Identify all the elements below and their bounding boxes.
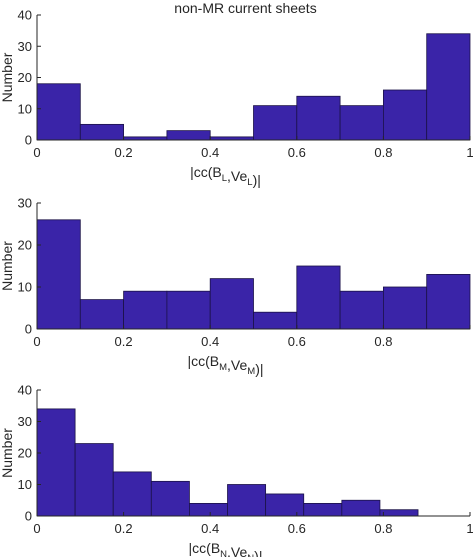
y-tick-label: 40 <box>18 8 32 23</box>
y-tick-label: 30 <box>18 414 32 429</box>
y-tick-label: 0 <box>25 509 32 524</box>
x-tick-label: 0.2 <box>115 334 133 349</box>
y-tick-label: 0 <box>25 322 32 337</box>
bar-3-9 <box>341 499 381 517</box>
bar-1-7 <box>296 95 341 141</box>
x-tick-label: 0.4 <box>201 145 219 160</box>
y-tick-label: 0 <box>25 133 32 148</box>
x-tick-label: 0.8 <box>374 145 392 160</box>
x-axis-label: |cc(BL,VeL)| <box>190 164 261 188</box>
bar-2-6 <box>253 311 298 330</box>
x-tick-label: 0.6 <box>288 145 306 160</box>
bar-3-3 <box>112 471 152 517</box>
x-tick-label: 1 <box>466 521 473 536</box>
x-axis-label: |cc(BM,VeM)| <box>187 353 263 377</box>
y-tick-label: 20 <box>18 238 32 253</box>
bar-1-10 <box>426 33 471 141</box>
y-tick-label: 10 <box>18 101 32 116</box>
y-axis-label: Number <box>0 241 15 291</box>
y-axis-label: Number <box>0 428 15 478</box>
histogram-panel-2: 0 0.2 0.4 0.6 0.8 0 10 20 30 Number |cc(BM,VeM)| <box>0 196 471 377</box>
bar-1-9 <box>382 89 428 141</box>
bar-3-1 <box>36 408 76 517</box>
x-tick-label: 0.4 <box>201 521 219 536</box>
bar-2-7 <box>296 265 341 330</box>
bar-2-2 <box>79 299 125 330</box>
bar-2-3 <box>123 290 168 330</box>
bar-1-1 <box>36 83 81 141</box>
bar-3-7 <box>265 493 305 517</box>
x-tick-label: 0.8 <box>374 334 392 349</box>
y-axis-label: Number <box>0 52 15 102</box>
y-tick-label: 30 <box>18 39 32 54</box>
x-tick-label: 0.8 <box>374 521 392 536</box>
x-tick-label: 1 <box>466 145 473 160</box>
bar-3-10 <box>379 509 419 517</box>
y-tick-label: 20 <box>18 446 32 461</box>
bar-1-4 <box>166 130 211 141</box>
x-axis-label: |cc(BN,VeN)| <box>189 540 263 557</box>
x-tick-label: 0.6 <box>288 521 306 536</box>
y-tick-label: 10 <box>18 477 32 492</box>
y-tick-label: 20 <box>18 70 32 85</box>
x-tick-label: 0.6 <box>288 334 306 349</box>
bar-3-6 <box>227 484 267 517</box>
y-tick-label: 30 <box>18 196 32 211</box>
x-tick-label: 0 <box>33 521 40 536</box>
x-tick-label: 0.2 <box>115 521 133 536</box>
chart-title: non-MR current sheets <box>174 0 316 16</box>
bar-2-9 <box>382 286 428 330</box>
bar-1-8 <box>339 105 384 141</box>
bar-3-4 <box>150 480 190 517</box>
bar-3-8 <box>303 502 343 517</box>
bar-2-5 <box>209 278 254 330</box>
histogram-panel-1: 0 0.2 0.4 0.6 0.8 1010203040Number|cc(BL,VeL)… <box>0 0 474 188</box>
bar-1-6 <box>253 105 298 141</box>
y-tick-label: 40 <box>18 383 32 398</box>
x-tick-label: 0.4 <box>201 334 219 349</box>
bar-2-4 <box>166 290 211 330</box>
bar-3-2 <box>74 443 114 517</box>
x-tick-label: 0.2 <box>115 145 133 160</box>
bar-2-10 <box>426 273 471 330</box>
bar-2-1 <box>36 219 81 330</box>
x-tick-label: 0 <box>33 334 40 349</box>
x-tick-label: 0 <box>33 145 40 160</box>
bar-3-5 <box>189 502 228 517</box>
y-tick-label: 10 <box>18 280 32 295</box>
histogram-panel-3: 00.20.40.60.81010203040Number|cc(BN,VeN)… <box>0 383 474 557</box>
bar-2-8 <box>339 290 384 330</box>
bar-1-2 <box>79 123 125 141</box>
